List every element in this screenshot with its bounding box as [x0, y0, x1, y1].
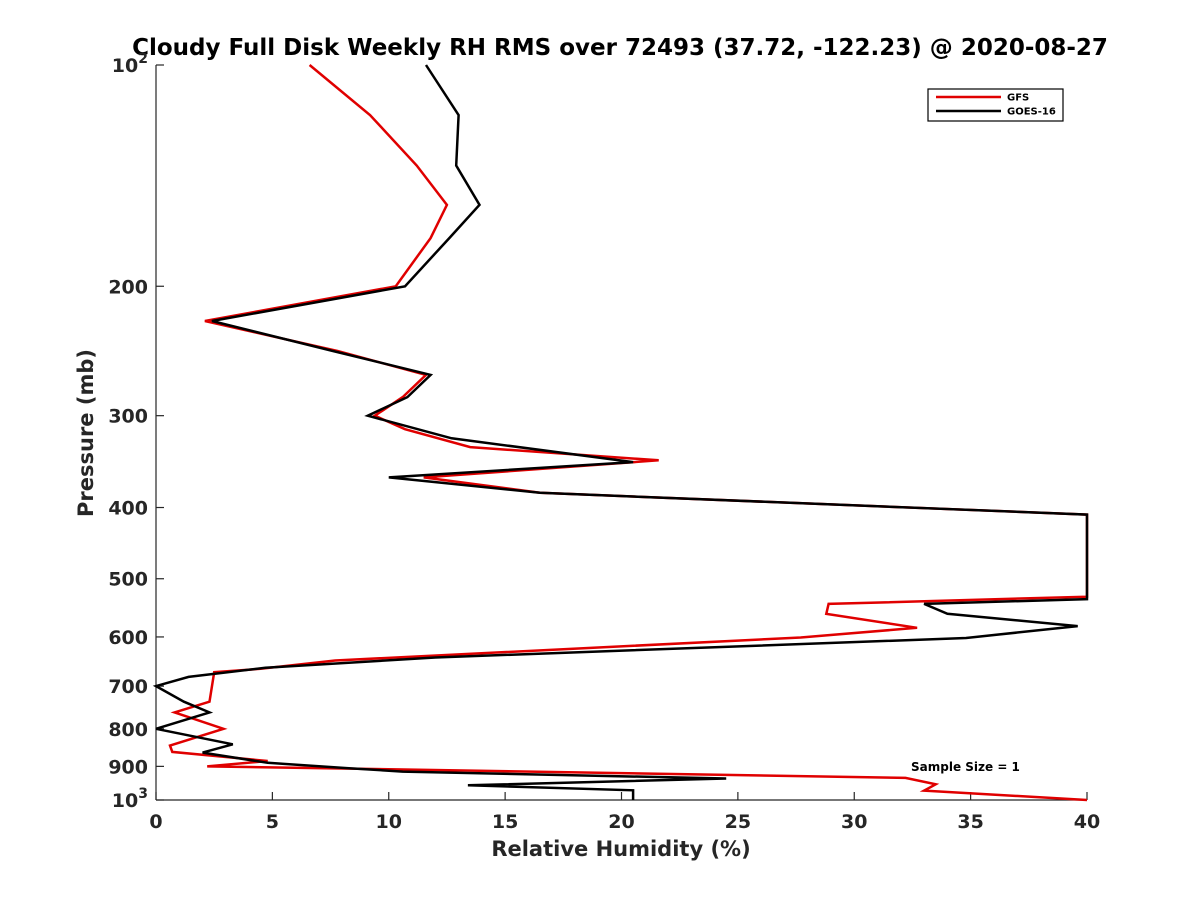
legend-label-gfs: GFS	[1007, 93, 1029, 104]
x-tick-label: 25	[725, 811, 751, 833]
legend-label-goes16: GOES-16	[1007, 107, 1056, 118]
series-line-goes-16	[152, 64, 1089, 800]
legend: GFS GOES-16	[927, 88, 1064, 122]
y-ticks: 102 200 300 400 500 600 700 800 900 103	[108, 51, 164, 812]
series-lines	[152, 64, 1089, 802]
y-tick-label: 200	[108, 276, 148, 298]
x-tick-label: 40	[1074, 811, 1100, 833]
x-ticks: 0 5 10 15 20 25 30 35 40	[149, 792, 1100, 833]
y-axis-label: Pressure (mb)	[74, 349, 98, 517]
plot-area: 0 5 10 15 20 25 30 35 40 102 200 300 400 500 600 700 80…	[108, 51, 1100, 833]
series-line-gfs	[168, 64, 1089, 802]
x-axis-label: Relative Humidity (%)	[491, 837, 750, 861]
x-tick-label: 10	[376, 811, 402, 833]
sample-size-annotation: Sample Size = 1	[911, 760, 1020, 774]
x-tick-label: 0	[149, 811, 162, 833]
x-tick-label: 20	[608, 811, 634, 833]
y-tick-label: 300	[108, 406, 148, 428]
x-tick-label: 30	[841, 811, 867, 833]
y-tick-label: 900	[108, 756, 148, 778]
y-tick-label: 400	[108, 498, 148, 520]
x-tick-label: 35	[957, 811, 983, 833]
chart-title: Cloudy Full Disk Weekly RH RMS over 7249…	[132, 35, 1108, 61]
y-tick-label: 102	[112, 51, 148, 77]
y-tick-label: 600	[108, 627, 148, 649]
y-tick-label: 800	[108, 719, 148, 741]
legend-box	[927, 88, 1064, 122]
y-tick-label: 700	[108, 676, 148, 698]
y-tick-label: 500	[108, 569, 148, 591]
y-tick-label: 103	[112, 786, 148, 812]
x-tick-label: 5	[266, 811, 279, 833]
x-tick-label: 15	[492, 811, 518, 833]
